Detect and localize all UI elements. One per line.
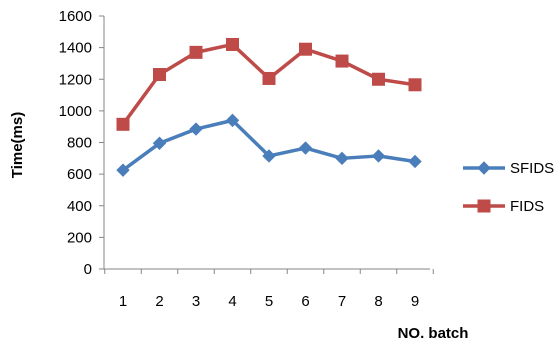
y-tick-label: 600 <box>67 166 92 183</box>
y-ticks: 0 200 400 600 800 1000 1200 1400 1600 <box>59 8 104 278</box>
data-point-sfids <box>371 149 386 163</box>
x-tick-label: 1 <box>119 293 127 310</box>
x-axis: 1 2 3 4 5 6 7 8 9 <box>104 268 434 310</box>
y-tick-label: 1000 <box>59 103 92 120</box>
legend-label: SFIDS <box>510 160 554 177</box>
data-point-sfids <box>225 113 240 128</box>
x-tick-label: 7 <box>338 293 346 310</box>
data-point-fids <box>116 117 130 131</box>
data-point-fids <box>335 54 349 68</box>
x-tick-label: 2 <box>155 293 163 310</box>
data-point-fids <box>226 37 239 51</box>
x-tick-label: 5 <box>265 293 273 310</box>
legend-swatch-marker <box>477 161 491 175</box>
series-line-sfids <box>121 118 416 172</box>
data-point-fids <box>189 45 203 59</box>
y-axis-title: Time(ms) <box>9 112 26 178</box>
x-tick-label: 6 <box>301 293 309 310</box>
data-point-fids <box>372 72 385 86</box>
y-tick-label: 1200 <box>59 71 92 88</box>
y-tick-label: 800 <box>67 135 92 152</box>
x-ticks: 1 2 3 4 5 6 7 8 9 <box>104 269 434 310</box>
y-tick-label: 400 <box>67 198 92 215</box>
legend-label: FIDS <box>510 198 544 215</box>
data-point-sfids <box>189 122 203 136</box>
data-point-sfids <box>262 149 276 163</box>
legend-swatch-marker <box>477 199 491 213</box>
x-tick-label: 3 <box>192 293 200 310</box>
y-tick-label: 0 <box>84 261 92 278</box>
series-sfids <box>116 113 422 177</box>
data-point-fids <box>408 78 422 92</box>
y-tick-label: 200 <box>67 229 92 246</box>
legend-item-fids: FIDS <box>463 198 544 215</box>
data-point-sfids <box>335 151 349 166</box>
y-tick-label: 1600 <box>59 8 92 25</box>
data-point-fids <box>262 71 276 85</box>
data-point-sfids <box>408 154 422 169</box>
data-point-sfids <box>116 163 130 177</box>
data-point-fids <box>299 42 312 56</box>
data-point-sfids <box>298 141 313 155</box>
series-fids <box>116 37 422 131</box>
legend-item-sfids: SFIDS <box>463 160 554 177</box>
x-tick-label: 9 <box>411 293 419 310</box>
x-tick-label: 4 <box>228 293 236 310</box>
y-axis: 0 200 400 600 800 1000 1200 1400 1600 <box>59 8 105 278</box>
x-axis-title: NO. batch <box>398 325 469 342</box>
data-point-fids <box>153 68 166 82</box>
series-layer <box>116 37 422 177</box>
y-tick-label: 1400 <box>59 40 92 57</box>
x-tick-label: 8 <box>374 293 382 310</box>
data-point-sfids <box>152 136 167 150</box>
legend: SFIDS FIDS <box>463 160 554 215</box>
